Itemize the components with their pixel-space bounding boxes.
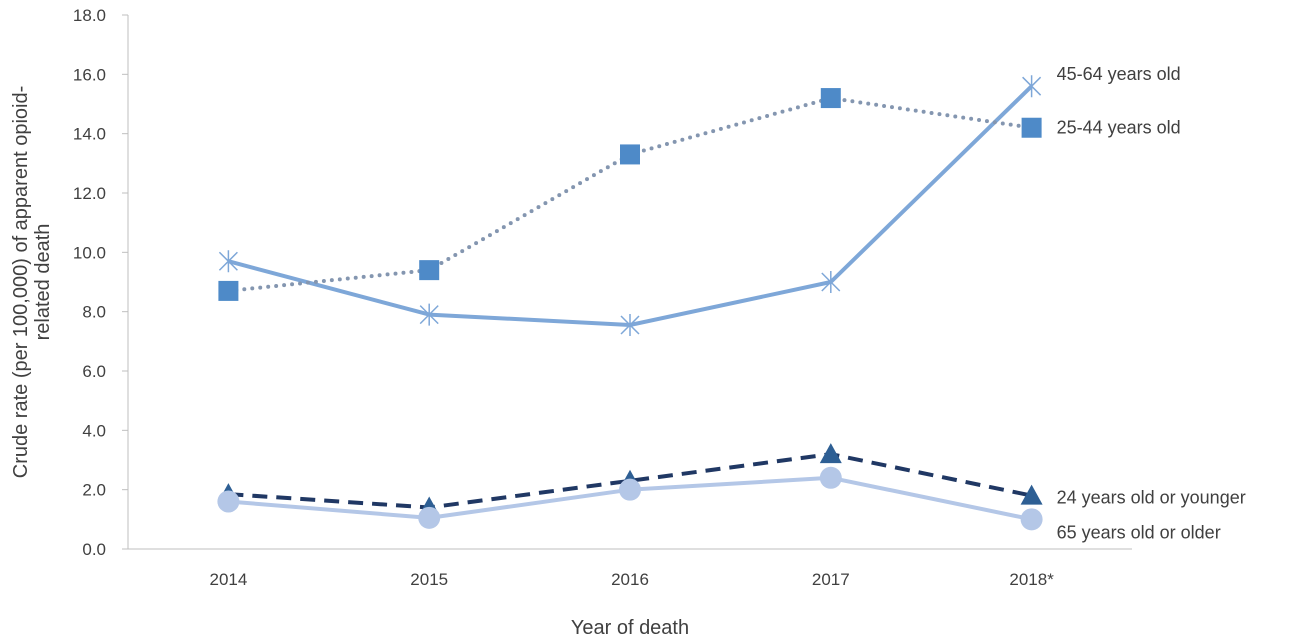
data-point-square bbox=[620, 144, 640, 165]
y-tick-label: 18.0 bbox=[73, 6, 106, 25]
data-point-triangle bbox=[1020, 484, 1043, 505]
data-point-square bbox=[419, 260, 440, 281]
y-tick-label: 6.0 bbox=[82, 362, 106, 381]
series-label: 65 years old or older bbox=[1057, 522, 1221, 542]
y-tick-label: 8.0 bbox=[82, 303, 106, 322]
series-label: 45-64 years old bbox=[1057, 64, 1181, 84]
data-point-circle bbox=[217, 490, 240, 513]
data-point-asterisk bbox=[1022, 75, 1042, 98]
series-line bbox=[226, 96, 1034, 293]
y-axis-title: Crude rate (per 100,000) of apparent opi… bbox=[10, 86, 54, 478]
y-tick-label: 4.0 bbox=[82, 421, 106, 440]
x-tick-label: 2018* bbox=[1009, 570, 1054, 589]
data-point-circle bbox=[819, 466, 842, 489]
y-tick-label: 2.0 bbox=[82, 481, 106, 500]
y-axis-title-line: Crude rate (per 100,000) of apparent opi… bbox=[10, 86, 32, 478]
data-point-square bbox=[1021, 117, 1042, 138]
y-tick-label: 14.0 bbox=[73, 125, 106, 144]
data-point-square bbox=[218, 280, 239, 301]
series-labels: 45-64 years old 25-44 years old 24 years o… bbox=[1057, 64, 1246, 542]
series-line bbox=[228, 452, 1033, 510]
series-group bbox=[217, 75, 1043, 531]
series-label: 24 years old or younger bbox=[1057, 488, 1246, 508]
axes: 0.0 2.0 4.0 6.0 8.0 10.0 12.0 14.0 16.0 18.0 2014 2… bbox=[10, 6, 1132, 639]
data-point-asterisk bbox=[218, 250, 238, 273]
y-tick-label: 12.0 bbox=[73, 184, 106, 203]
x-axis-title: Year of death bbox=[571, 617, 689, 639]
x-tick-label: 2014 bbox=[209, 570, 247, 589]
y-tick-label: 16.0 bbox=[73, 65, 106, 84]
data-point-circle bbox=[1020, 508, 1043, 531]
x-tick-label: 2015 bbox=[410, 570, 448, 589]
y-tick-label: 10.0 bbox=[73, 243, 106, 262]
data-point-circle bbox=[619, 478, 641, 501]
data-point-square bbox=[820, 88, 841, 109]
series-label: 25-44 years old bbox=[1057, 118, 1181, 138]
x-tick-label: 2016 bbox=[611, 570, 649, 589]
data-point-circle bbox=[418, 506, 441, 529]
y-tick-label: 0.0 bbox=[82, 540, 106, 559]
x-tick-label: 2017 bbox=[812, 570, 850, 589]
y-axis-title-line: related death bbox=[32, 224, 54, 341]
series-line bbox=[227, 84, 1033, 327]
data-point-asterisk bbox=[821, 271, 841, 293]
data-point-asterisk bbox=[419, 303, 439, 326]
data-point-triangle bbox=[819, 443, 842, 464]
data-point-asterisk bbox=[620, 314, 640, 337]
